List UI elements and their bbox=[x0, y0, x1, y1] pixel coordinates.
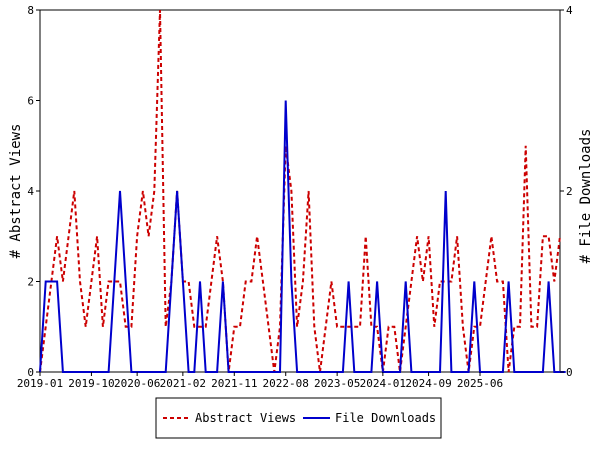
series-layer bbox=[39, 9, 566, 373]
legend-label-abstract-views: Abstract Views bbox=[195, 411, 296, 425]
y-left-tick-label: 6 bbox=[27, 95, 34, 108]
x-tick-label: 2024-09 bbox=[405, 377, 451, 390]
y-left-tick-label: 4 bbox=[27, 185, 34, 198]
x-tick-label: 2019-01 bbox=[17, 377, 63, 390]
x-tick-label: 2019-10 bbox=[68, 377, 114, 390]
x-tick-label: 2023-05 bbox=[314, 377, 360, 390]
y-right-tick-label: 2 bbox=[566, 185, 573, 198]
series-line-abstract-views bbox=[39, 9, 561, 373]
legend: Abstract Views File Downloads bbox=[155, 397, 442, 439]
y-left-tick-label: 8 bbox=[27, 4, 34, 17]
series-line-file-downloads bbox=[39, 100, 566, 373]
y-left-tick-label: 2 bbox=[27, 276, 34, 289]
x-tick-label: 2021-02 bbox=[160, 377, 206, 390]
x-tick-label: 2020-06 bbox=[114, 377, 160, 390]
x-tick-label: 2024-01 bbox=[360, 377, 406, 390]
x-tick-label: 2021-11 bbox=[211, 377, 257, 390]
y-left-tick-label: 0 bbox=[27, 366, 34, 379]
legend-box bbox=[155, 397, 442, 439]
legend-label-file-downloads: File Downloads bbox=[335, 411, 436, 425]
y-right-axis-title: # File Downloads bbox=[578, 129, 594, 264]
y-right-tick-label: 4 bbox=[566, 4, 573, 17]
axis-layer: 0 2 4 6 8 0 2 4 2019-01 2019-10 2020-06 2021-02 2021… bbox=[17, 4, 573, 390]
y-left-axis-title: # Abstract Views bbox=[8, 124, 24, 259]
y-right-tick-label: 0 bbox=[566, 366, 573, 379]
x-tick-label: 2025-06 bbox=[457, 377, 503, 390]
x-tick-label: 2022-08 bbox=[263, 377, 309, 390]
